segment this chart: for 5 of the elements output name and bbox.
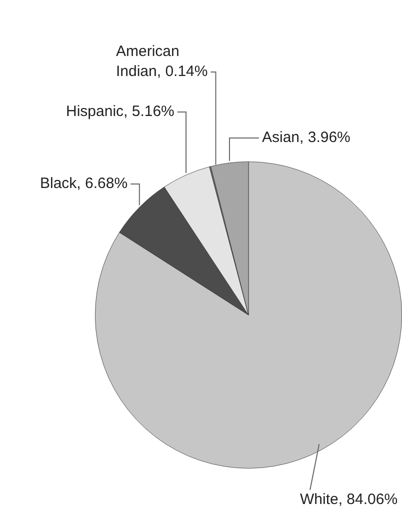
slice-label: Hispanic, 5.16% (66, 103, 174, 120)
slice-label: White, 84.06% (300, 491, 398, 508)
slice-label: American Indian, 0.14% (116, 43, 208, 80)
slice-label: Black, 6.68% (40, 175, 128, 192)
slice-label: Asian, 3.96% (262, 129, 350, 146)
